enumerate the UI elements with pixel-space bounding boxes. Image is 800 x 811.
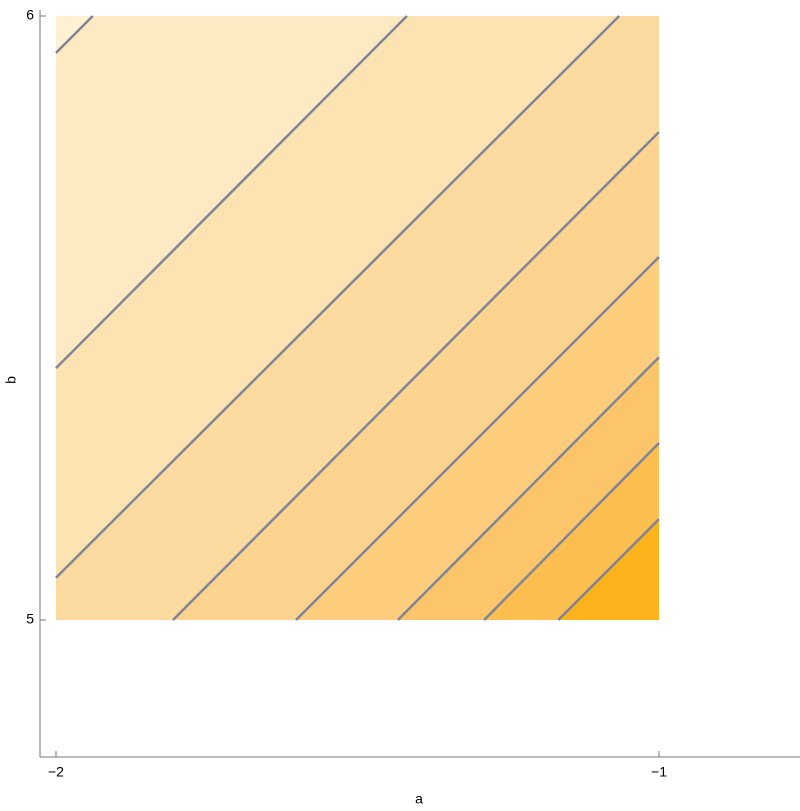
contour-line <box>55 15 94 54</box>
x-tick-label: −1 <box>651 764 667 780</box>
x-tick-label: −2 <box>48 764 64 780</box>
plot-area <box>55 15 660 621</box>
contour-line <box>295 256 660 621</box>
y-tick-label: 5 <box>26 611 34 627</box>
x-axis-label: a <box>415 791 423 807</box>
y-axis-label: b <box>3 376 19 384</box>
y-tick-label: 6 <box>26 7 34 23</box>
contour-line <box>557 518 660 621</box>
contour-line <box>172 131 660 621</box>
contour-line <box>483 442 660 621</box>
contour-line <box>397 356 660 621</box>
contour-line <box>55 15 408 370</box>
contour-line <box>55 15 621 579</box>
